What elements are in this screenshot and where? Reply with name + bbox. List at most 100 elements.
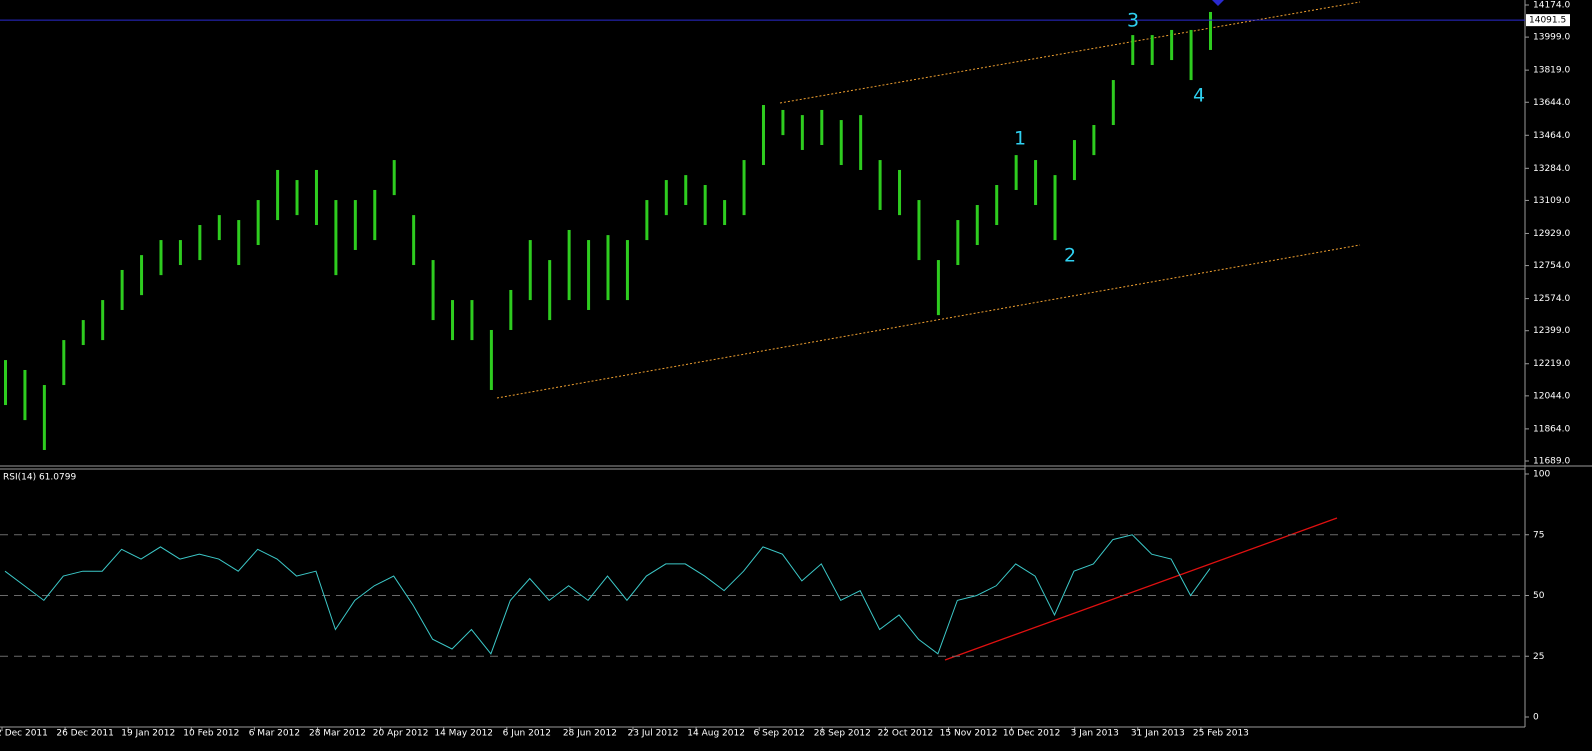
- price-bar: [878, 160, 882, 210]
- price-bar: [470, 300, 474, 341]
- y-tick-label: 13464.0: [1533, 131, 1570, 141]
- y-tick-label: 13999.0: [1533, 33, 1570, 43]
- wave-label: 2: [1064, 245, 1076, 267]
- y-tick-label: 13644.0: [1533, 98, 1570, 108]
- rsi-trend-line: [944, 517, 1338, 661]
- x-tick-label: 10 Dec 2012: [1003, 729, 1061, 739]
- x-tick-label: 28 Jun 2012: [563, 729, 617, 739]
- price-bar: [684, 175, 688, 206]
- price-bar: [62, 340, 66, 386]
- price-bar: [859, 115, 863, 170]
- price-bar: [314, 169, 318, 226]
- current-price-box: [1526, 14, 1570, 27]
- price-bar: [489, 329, 493, 390]
- wave-label: 4: [1193, 85, 1205, 107]
- x-tick-label: 6 Jun 2012: [503, 729, 551, 739]
- price-bar: [1111, 80, 1115, 126]
- price-bar: [295, 180, 299, 216]
- price-bar: [898, 169, 902, 216]
- price-bar: [276, 169, 280, 221]
- y-tick-label: 25: [1533, 652, 1544, 662]
- price-bar: [567, 229, 571, 301]
- price-bar: [431, 260, 435, 321]
- rsi-line: [4, 534, 1211, 655]
- price-bar: [120, 269, 124, 310]
- price-bar: [392, 160, 396, 196]
- x-tick-label: 14 Aug 2012: [687, 729, 745, 739]
- price-bar: [4, 360, 7, 406]
- y-tick-label: 12574.0: [1533, 294, 1570, 304]
- wave-label: 1: [1014, 128, 1026, 150]
- price-bar: [412, 215, 416, 266]
- x-tick-label: 22 Oct 2012: [878, 729, 934, 739]
- y-tick-label: 13819.0: [1533, 66, 1570, 76]
- price-bar: [800, 115, 804, 150]
- price-bar: [761, 105, 765, 166]
- x-tick-label: 19 Jan 2012: [121, 729, 175, 739]
- x-tick-label: 14 May 2012: [434, 729, 493, 739]
- price-bar: [1209, 11, 1212, 50]
- x-tick-label: 31 Jan 2013: [1131, 729, 1185, 739]
- x-tick-label: 20 Apr 2012: [373, 729, 429, 739]
- price-bar: [42, 385, 46, 450]
- price-bar: [742, 160, 746, 216]
- price-bar: [353, 200, 357, 250]
- price-bar: [956, 220, 960, 266]
- price-bar: [101, 300, 105, 341]
- price-bar: [1053, 175, 1057, 241]
- price-bar: [723, 200, 727, 226]
- price-bar: [198, 225, 202, 261]
- price-bar: [625, 240, 629, 301]
- price-bar: [509, 289, 513, 330]
- price-bar: [528, 240, 532, 301]
- x-tick-label: 2 Dec 2011: [0, 729, 48, 739]
- price-bar: [1150, 35, 1154, 66]
- arrow-marker: [1212, 0, 1224, 6]
- indicator-label: RSI(14) 61.0799: [3, 473, 76, 483]
- price-bar: [1189, 29, 1193, 81]
- x-tick-label: 10 Feb 2012: [183, 729, 239, 739]
- price-bar: [1170, 29, 1174, 61]
- y-tick-label: 14174.0: [1533, 1, 1570, 11]
- price-bar: [237, 220, 241, 266]
- x-tick-label: 15 Nov 2012: [940, 729, 998, 739]
- price-bar: [1014, 155, 1018, 190]
- y-tick-label: 0: [1533, 713, 1539, 723]
- price-bar: [820, 109, 824, 146]
- price-bar: [140, 255, 144, 296]
- price-bar: [217, 215, 221, 241]
- x-tick-label: 23 Jul 2012: [628, 729, 679, 739]
- y-tick-label: 12399.0: [1533, 326, 1570, 336]
- price-bar: [664, 180, 668, 216]
- price-bar: [975, 205, 979, 246]
- price-bar: [645, 200, 649, 241]
- price-bar: [373, 189, 377, 241]
- y-tick-label: 12219.0: [1533, 359, 1570, 369]
- price-bar: [703, 185, 707, 226]
- wave-label: 3: [1127, 10, 1139, 32]
- y-tick-label: 50: [1533, 591, 1545, 601]
- price-bar: [256, 200, 260, 246]
- price-bar: [178, 240, 182, 266]
- plot-area: [0, 11, 1525, 657]
- current-price-label: 14091.5: [1529, 16, 1566, 26]
- price-bar: [1092, 125, 1096, 156]
- price-bar: [995, 185, 999, 226]
- y-tick-label: 12929.0: [1533, 229, 1570, 239]
- price-bar: [159, 240, 163, 276]
- x-tick-label: 6 Mar 2012: [249, 729, 300, 739]
- price-bar: [917, 200, 921, 261]
- x-tick-label: 25 Feb 2013: [1193, 729, 1249, 739]
- price-bar: [81, 320, 85, 346]
- y-tick-label: 12044.0: [1533, 391, 1570, 401]
- price-bar: [1072, 140, 1076, 181]
- y-tick-label: 100: [1533, 470, 1550, 480]
- price-bar: [606, 235, 610, 301]
- price-bar: [587, 240, 591, 310]
- price-bar: [1034, 160, 1038, 206]
- x-tick-label: 28 Sep 2012: [814, 729, 871, 739]
- price-bar: [548, 260, 552, 321]
- y-tick-label: 11689.0: [1533, 457, 1570, 467]
